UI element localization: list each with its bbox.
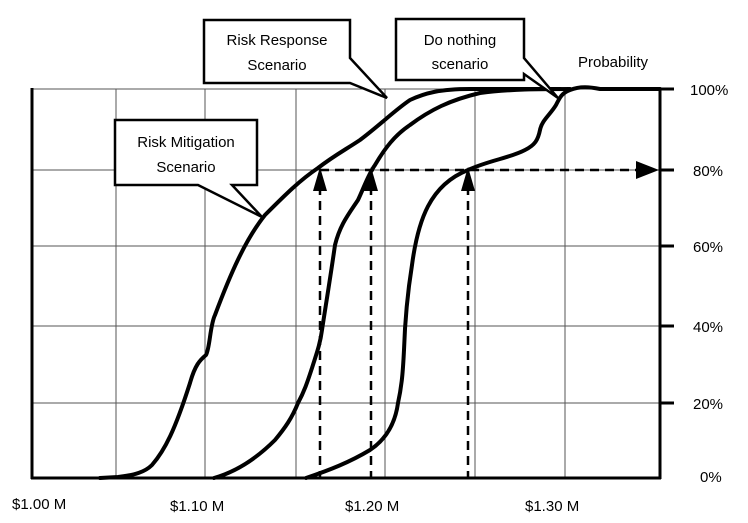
probability-axis-title: Probability — [578, 54, 649, 71]
svg-text:$1.20 M: $1.20 M — [345, 498, 399, 515]
svg-text:40%: 40% — [693, 319, 723, 336]
svg-text:20%: 20% — [693, 396, 723, 413]
callout-risk-mitigation: Risk Mitigation Scenario — [113, 118, 263, 219]
svg-text:80%: 80% — [693, 163, 723, 180]
arrow-up-icon — [313, 167, 327, 191]
svg-text:Risk Response: Risk Response — [227, 32, 328, 49]
callout-risk-response: Risk Response Scenario — [202, 18, 388, 100]
svg-text:Risk Mitigation: Risk Mitigation — [137, 134, 235, 151]
svg-text:scenario: scenario — [432, 56, 489, 73]
curve-risk-response — [212, 87, 572, 480]
curve-risk-mitigation — [98, 87, 562, 480]
curve-do-nothing — [304, 85, 662, 480]
callout-do-nothing: Do nothing scenario — [394, 17, 559, 100]
svg-text:Scenario: Scenario — [247, 57, 306, 74]
axes — [30, 87, 674, 480]
arrow-up-icon — [461, 167, 475, 191]
arrow-right-icon — [636, 161, 659, 179]
svg-text:$1.10 M: $1.10 M — [170, 498, 224, 515]
arrowheads — [313, 161, 659, 191]
svg-text:$1.30 M: $1.30 M — [525, 498, 579, 515]
x-tick-labels: $1.00 M $1.10 M $1.20 M $1.30 M — [12, 496, 579, 515]
svg-text:$1.00 M: $1.00 M — [12, 496, 66, 513]
y-tick-labels: 100% 80% 60% 40% 20% 0% — [690, 82, 728, 486]
svg-text:Scenario: Scenario — [156, 159, 215, 176]
svg-text:60%: 60% — [693, 239, 723, 256]
svg-text:Do nothing: Do nothing — [424, 32, 497, 49]
svg-text:100%: 100% — [690, 82, 728, 99]
grid — [32, 88, 660, 478]
svg-text:0%: 0% — [700, 469, 722, 486]
reference-lines — [318, 168, 640, 478]
curves — [98, 85, 662, 480]
arrow-up-icon — [364, 167, 378, 191]
